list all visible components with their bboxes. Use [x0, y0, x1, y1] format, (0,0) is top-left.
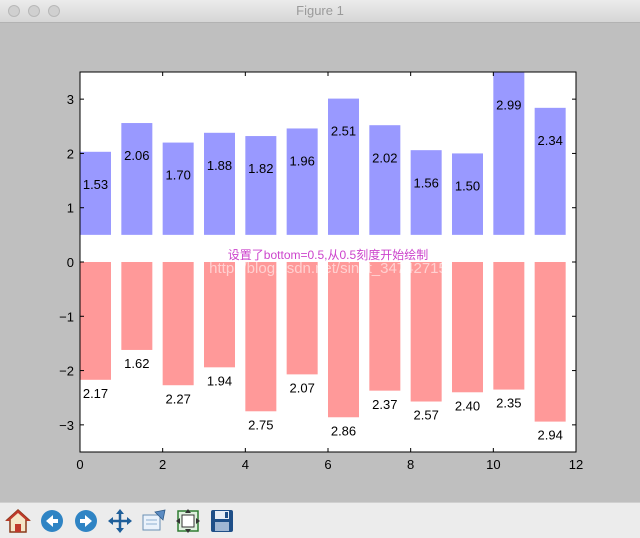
home-icon: [5, 508, 31, 533]
bar: [369, 125, 401, 235]
bar-value-label: 2.99: [496, 98, 521, 113]
bar-value-label: 1.62: [124, 356, 149, 371]
zoom-button[interactable]: [139, 506, 169, 536]
bar-value-label: 2.51: [331, 124, 356, 139]
forward-button[interactable]: [71, 506, 101, 536]
bar: [534, 262, 566, 422]
bar: [80, 262, 111, 380]
bar-value-label: 1.53: [83, 177, 108, 192]
bar: [493, 72, 525, 235]
subplots-button[interactable]: [173, 506, 203, 536]
watermark-text: http://blog.csdn.net/sinat_34742715: [209, 260, 447, 277]
bar: [410, 262, 442, 402]
bar-value-label: 2.94: [538, 428, 563, 443]
home-button[interactable]: [3, 506, 33, 536]
zoom-window-button[interactable]: [48, 5, 60, 17]
bar-value-label: 2.06: [124, 148, 149, 163]
bar-value-label: 2.27: [166, 391, 191, 406]
bar-value-label: 1.70: [166, 168, 191, 183]
bar: [245, 136, 277, 235]
back-button[interactable]: [37, 506, 67, 536]
bar-value-label: 2.75: [248, 417, 273, 432]
bar-value-label: 2.02: [372, 150, 397, 165]
bar: [452, 153, 483, 235]
y-tick-label: 3: [67, 92, 74, 107]
bar-value-label: 2.37: [372, 397, 397, 412]
bar-value-label: 1.88: [207, 158, 232, 173]
bar: [162, 262, 194, 386]
pan-icon: [108, 509, 132, 533]
bar: [410, 150, 442, 235]
navigation-toolbar: [0, 502, 640, 538]
x-tick-label: 0: [76, 457, 83, 472]
save-icon: [211, 510, 233, 532]
x-tick-label: 8: [407, 457, 414, 472]
y-tick-label: 2: [67, 146, 74, 161]
bar-value-label: 1.96: [290, 154, 315, 169]
bar: [204, 132, 235, 235]
bar-value-label: 2.57: [414, 408, 439, 423]
bar: [493, 262, 525, 390]
bar-value-label: 1.50: [455, 179, 480, 194]
bar-value-label: 1.56: [414, 175, 439, 190]
annotation-text: 设置了bottom=0.5,从0.5刻度开始绘制: [228, 247, 428, 262]
title-bar: Figure 1: [0, 0, 640, 23]
bar-value-label: 2.34: [538, 133, 563, 148]
minimize-window-button[interactable]: [28, 5, 40, 17]
bar-value-label: 2.40: [455, 398, 480, 413]
x-tick-label: 4: [242, 457, 249, 472]
y-tick-label: −2: [59, 364, 74, 379]
forward-icon: [75, 510, 97, 532]
y-tick-label: −3: [59, 418, 74, 433]
bar-value-label: 1.94: [207, 373, 232, 388]
pan-button[interactable]: [105, 506, 135, 536]
bar-value-label: 2.07: [290, 381, 315, 396]
bar: [369, 262, 401, 391]
window-title: Figure 1: [296, 3, 344, 18]
bar: [286, 128, 318, 235]
zoom-icon: [142, 509, 166, 531]
bar-chart: http://blog.csdn.net/sinat_34742715 1.53 2…: [59, 71, 583, 472]
bar: [245, 262, 277, 412]
bar-value-label: 2.17: [83, 386, 108, 401]
bar: [534, 107, 566, 235]
y-tick-label: 0: [67, 255, 74, 270]
bar: [286, 262, 318, 375]
back-icon: [41, 510, 63, 532]
bar: [328, 262, 359, 418]
x-tick-label: 10: [486, 457, 500, 472]
subplots-icon: [176, 509, 200, 533]
bar: [452, 262, 483, 393]
bar: [121, 262, 153, 350]
close-window-button[interactable]: [8, 5, 20, 17]
y-tick-label: 1: [67, 201, 74, 216]
x-tick-label: 6: [324, 457, 331, 472]
bar-value-label: 1.82: [248, 161, 273, 176]
x-tick-label: 2: [159, 457, 166, 472]
bar: [80, 151, 111, 235]
x-tick-label: 12: [569, 457, 583, 472]
bar: [328, 98, 359, 235]
bar: [204, 262, 235, 368]
plot-area: http://blog.csdn.net/sinat_34742715 1.53 2…: [0, 22, 640, 502]
bar: [162, 142, 194, 235]
bar-value-label: 2.86: [331, 423, 356, 438]
save-button[interactable]: [207, 506, 237, 536]
y-tick-label: −1: [59, 309, 74, 324]
bar-value-label: 2.35: [496, 396, 521, 411]
bar: [121, 123, 153, 235]
